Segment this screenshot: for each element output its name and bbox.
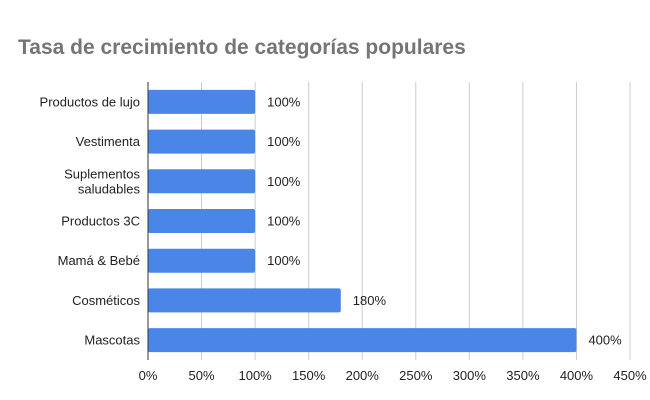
x-tick-label: 450%: [613, 368, 647, 383]
bar: [148, 169, 256, 194]
x-tick-label: 0%: [139, 368, 158, 383]
grid-lines: [201, 82, 631, 360]
x-tick-label: 250%: [399, 368, 433, 383]
bar: [148, 209, 256, 233]
data-label: 100%: [267, 174, 301, 189]
bar: [148, 328, 577, 353]
x-tick-label: 350%: [506, 368, 540, 383]
category-label: Cosméticos: [72, 293, 140, 308]
x-tick-label: 100%: [238, 368, 272, 383]
x-tick-label: 150%: [292, 368, 326, 383]
bar: [148, 89, 256, 114]
x-tick-label: 50%: [189, 368, 215, 383]
labels: 0% 50% 100% 150% 200% 250% 300% 350% 400% 450% Pro…: [40, 94, 648, 383]
category-label: Productos de lujo: [40, 94, 140, 109]
x-tick-label: 400%: [560, 368, 594, 383]
bars: [148, 89, 577, 353]
category-label: Vestimenta: [76, 134, 141, 149]
x-tick-label: 200%: [346, 368, 380, 383]
chart-title: Tasa de crecimiento de categorías popula…: [18, 36, 466, 59]
bar: [148, 288, 341, 313]
bar: [148, 248, 256, 273]
bar: [148, 129, 256, 154]
category-label: Mamá & Bebé: [58, 253, 140, 268]
x-tick-label: 300%: [453, 368, 487, 383]
data-label: 100%: [267, 134, 301, 149]
data-label: 100%: [267, 253, 301, 268]
category-label: Mascotas: [84, 333, 140, 348]
category-label: Productos 3C: [61, 214, 140, 229]
data-label: 400%: [588, 333, 622, 348]
category-label: Suplementos saludables: [64, 166, 140, 196]
data-label: 100%: [267, 94, 301, 109]
data-label: 180%: [353, 293, 387, 308]
data-label: 100%: [267, 214, 301, 229]
